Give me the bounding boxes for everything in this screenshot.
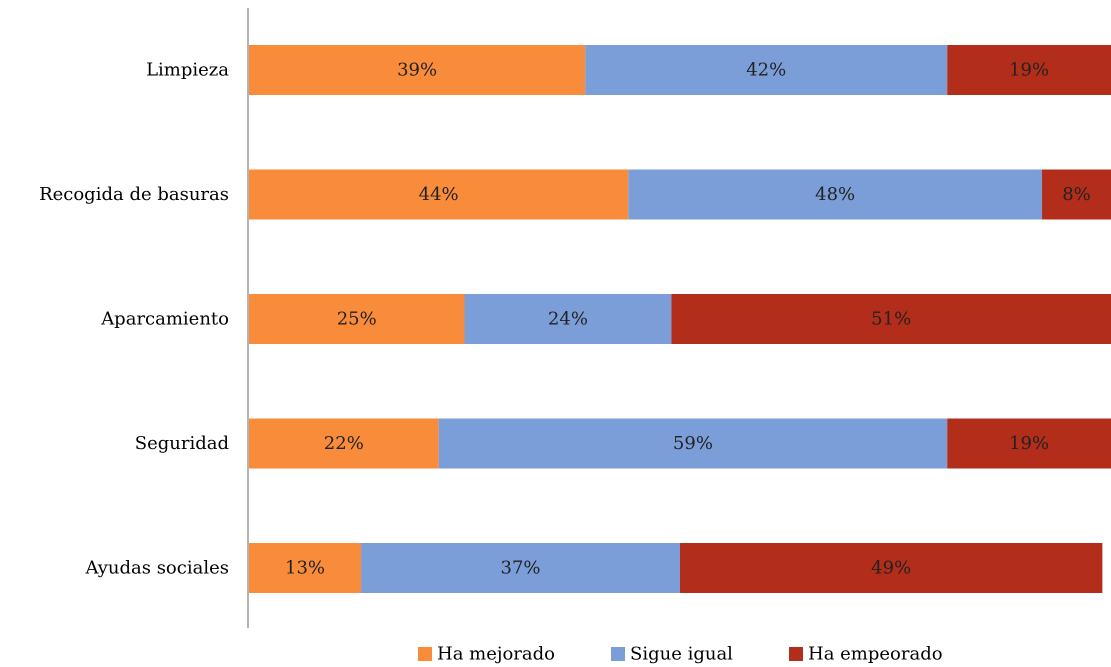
legend-label-ha-empeorado: Ha empeorado [808,644,943,665]
bar-segment-ha-empeorado-aparcamiento [671,294,1111,344]
data-label-ha-empeorado-ayudas-sociales: 49% [871,558,911,579]
data-label-sigue-igual-ayudas-sociales: 37% [501,558,541,579]
data-label-ha-empeorado-seguridad: 19% [1009,433,1049,454]
category-label-limpieza: Limpieza [146,60,229,81]
bar-segment-ha-empeorado-limpieza [947,45,1111,95]
category-label-aparcamiento: Aparcamiento [100,309,229,330]
data-label-ha-mejorado-seguridad: 22% [324,433,364,454]
data-label-ha-mejorado-recogida-de-basuras: 44% [419,184,459,205]
data-label-ha-empeorado-recogida-de-basuras: 8% [1062,184,1091,205]
bar-segment-ha-empeorado-seguridad [947,418,1111,469]
bar-segment-sigue-igual-seguridad [438,418,948,469]
bar-segment-sigue-igual-recogida-de-basuras [628,169,1043,220]
category-label-recogida-de-basuras: Recogida de basuras [39,184,229,205]
legend-swatch-ha-empeorado [789,647,803,661]
legend: Ha mejorado Sigue igual Ha empeorado [418,644,943,665]
bar-segment-ha-mejorado-ayudas-sociales [249,543,362,593]
data-label-ha-empeorado-aparcamiento: 51% [871,309,911,330]
data-label-ha-mejorado-aparcamiento: 25% [337,309,377,330]
bar-segment-ha-mejorado-limpieza [249,45,586,95]
category-label-seguridad: Seguridad [135,433,229,454]
labels-layer: Limpieza 39% 42% 19% Recogida de basuras 44% 4… [39,60,1091,579]
bar-segment-ha-empeorado-ayudas-sociales [680,543,1103,593]
legend-label-ha-mejorado: Ha mejorado [437,644,555,665]
bar-segment-sigue-igual-aparcamiento [464,294,672,344]
legend-swatch-sigue-igual [611,647,625,661]
category-label-ayudas-sociales: Ayudas sociales [84,558,229,579]
bar-segment-sigue-igual-ayudas-sociales [361,543,680,593]
bars-layer [249,45,1111,593]
data-label-ha-mejorado-limpieza: 39% [397,60,437,81]
legend-label-sigue-igual: Sigue igual [630,644,733,665]
bar-segment-ha-mejorado-seguridad [249,418,439,469]
data-label-sigue-igual-aparcamiento: 24% [548,309,588,330]
bar-segment-ha-empeorado-recogida-de-basuras [1042,169,1111,220]
data-label-sigue-igual-limpieza: 42% [746,60,786,81]
bar-segment-ha-mejorado-recogida-de-basuras [249,169,629,220]
bar-segment-sigue-igual-limpieza [585,45,948,95]
data-label-sigue-igual-seguridad: 59% [673,433,713,454]
data-label-ha-empeorado-limpieza: 19% [1009,60,1049,81]
legend-swatch-ha-mejorado [418,647,432,661]
data-label-sigue-igual-recogida-de-basuras: 48% [815,184,855,205]
data-label-ha-mejorado-ayudas-sociales: 13% [285,558,325,579]
bar-segment-ha-mejorado-aparcamiento [249,294,465,344]
